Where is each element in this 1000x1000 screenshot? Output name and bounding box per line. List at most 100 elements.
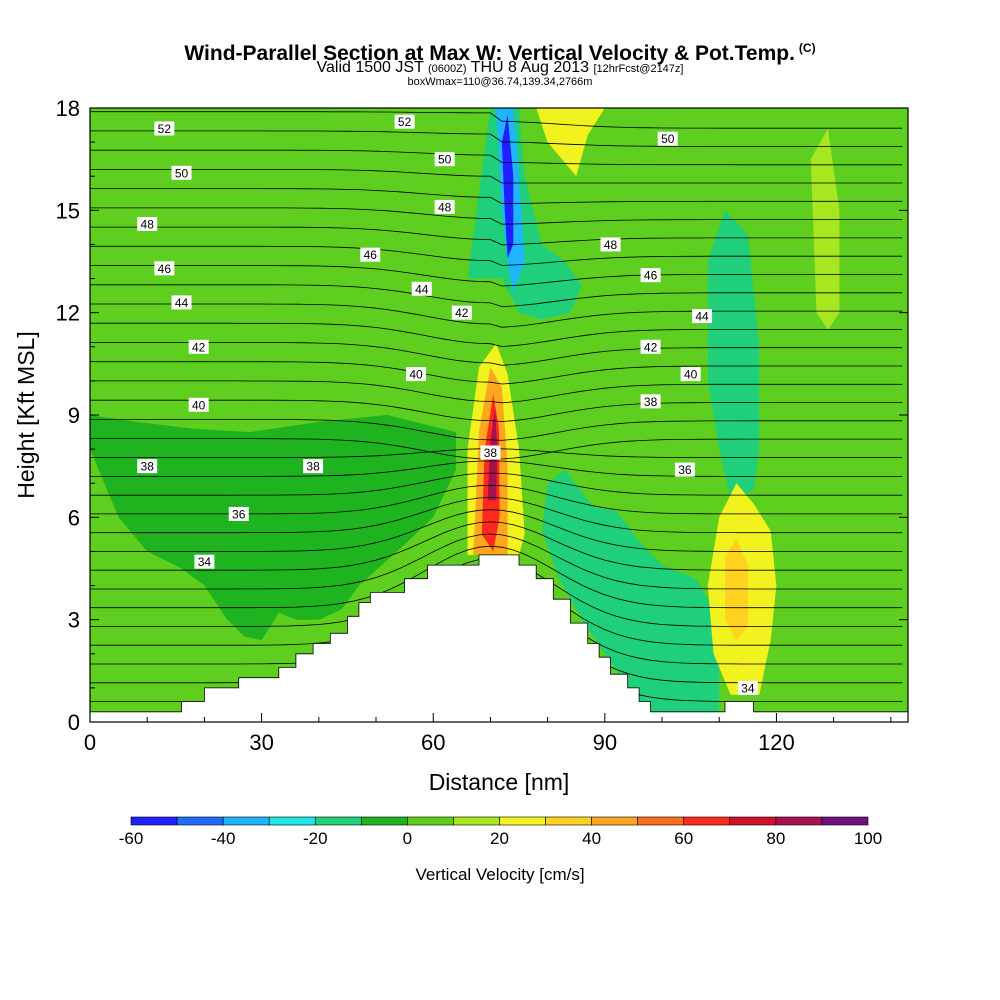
contour-label-box [188, 339, 209, 354]
x-tick-label: 120 [758, 730, 795, 755]
contour-label-box [480, 445, 501, 460]
contour-label: 36 [678, 463, 692, 477]
upper-left-downdraft-region [90, 108, 485, 415]
contour-label-box [188, 397, 209, 412]
contour-label-box [451, 305, 472, 320]
theta-contour-line [90, 533, 903, 590]
contour-label-box [394, 114, 415, 129]
terrain-profile [90, 554, 908, 722]
contour-label-box [737, 680, 758, 695]
contour-label-box [228, 506, 249, 521]
contour-label: 50 [438, 153, 452, 167]
contour-label: 52 [158, 122, 172, 136]
colorbar-swatch [683, 816, 731, 826]
contour-label: 40 [684, 368, 698, 382]
theta-contour-line [90, 284, 903, 308]
colorbar-tick-label: 100 [854, 829, 882, 848]
valid-time: Valid 1500 JST [316, 59, 424, 76]
contour-label: 36 [232, 507, 246, 521]
upper-downdraft-center [501, 114, 514, 259]
x-tick-label: 30 [249, 730, 273, 755]
contour-label: 48 [438, 200, 452, 214]
right-column-downdraft [707, 210, 760, 501]
colorbar-tick-label: -20 [303, 829, 328, 848]
colorbar-swatch [268, 816, 316, 826]
colorbar-tick-label: 40 [582, 829, 601, 848]
theta-contour-line [90, 460, 903, 477]
theta-contour-line [90, 484, 903, 515]
colorbar-tick-label: 20 [490, 829, 509, 848]
contour-label-box [171, 165, 192, 180]
contour-label-box [434, 199, 455, 214]
y-tick-label: 6 [68, 505, 80, 530]
contour-label-box [303, 459, 324, 474]
chart-title: Wind-Parallel Section at Max W: Vertical… [0, 36, 1000, 66]
contour-label-box [657, 131, 678, 146]
contour-label: 44 [175, 296, 189, 310]
theta-contour-line [90, 322, 903, 347]
plot-area [90, 108, 908, 722]
y-tick-label: 12 [56, 301, 80, 326]
colorbar-swatch [130, 816, 178, 826]
theta-contour-line [90, 245, 903, 266]
colorbar-swatch [545, 816, 592, 826]
colorbar: -60 -40 -20 0 20 40 60 80 100 [119, 816, 882, 848]
contour-label-box [411, 281, 432, 296]
lower-right-downdraft [541, 469, 720, 712]
contour-label: 38 [484, 446, 498, 460]
theta-contour-line [90, 111, 903, 129]
contour-label: 44 [695, 310, 709, 324]
contour-label-box [137, 216, 158, 231]
colorbar-swatch [407, 816, 454, 826]
x-axis-title: Distance [nm] [429, 769, 570, 795]
colorbar-tick-label: 0 [403, 829, 412, 848]
contour-label: 38 [644, 395, 658, 409]
theta-contour-line [90, 188, 903, 205]
theta-contour-line [90, 472, 903, 496]
contour-label-box [434, 152, 455, 167]
contour-label: 46 [644, 269, 658, 283]
colorbar-swatch [775, 816, 823, 826]
chart-title-tag: (C) [798, 41, 816, 55]
contour-label: 34 [198, 555, 212, 569]
theta-contour-line [90, 226, 903, 246]
contour-label: 42 [192, 340, 206, 354]
theta-contour-line [90, 130, 903, 147]
valid-date: THU 8 Aug 2013 [470, 59, 589, 76]
theta-contour-labels: 52 52 50 50 50 48 48 48 46 46 46 44 44 44 42 42 42 40 40 40… [137, 114, 758, 695]
utc-time: (0600Z) [428, 63, 467, 75]
colorbar-swatch [222, 816, 270, 826]
contour-label-box [680, 367, 701, 382]
y-tick-label: 0 [68, 710, 80, 735]
contour-label: 44 [415, 282, 429, 296]
colorbar-swatch [176, 816, 224, 826]
top-left-fingers [170, 108, 388, 177]
y-axis-title: Height [Kft MSL] [13, 331, 39, 498]
box-wmax-info: boxWmax=110@36.74,139.34,2766m [407, 76, 593, 88]
contour-label-box [600, 237, 621, 252]
chart-subtitle: Valid 1500 JST (0600Z) THU 8 Aug 2013 [1… [0, 59, 1000, 78]
x-tick-label: 0 [84, 730, 96, 755]
y-tick-label: 18 [56, 96, 80, 121]
low-left-weak-down [90, 415, 457, 641]
colorbar-tick-label: 60 [674, 829, 693, 848]
contour-label: 42 [455, 306, 469, 320]
colorbar-swatch [314, 816, 362, 826]
colorbar-swatch [591, 816, 638, 826]
theta-contour-line [90, 521, 903, 571]
contour-label-box [154, 121, 175, 136]
theta-contour-line [90, 419, 903, 441]
colorbar-tick-label: -60 [119, 829, 144, 848]
theta-contour-line [90, 545, 903, 609]
contour-label-box [674, 462, 695, 477]
contour-label: 38 [306, 460, 320, 474]
theta-contour-line [90, 342, 903, 366]
contour-label-box [360, 247, 381, 262]
colorbar-swatch [729, 816, 777, 826]
theta-contour-line [90, 207, 903, 225]
contour-label: 46 [158, 262, 172, 276]
contour-label: 40 [192, 398, 206, 412]
theta-contour-line [90, 380, 903, 404]
colorbar-swatch [361, 816, 408, 826]
